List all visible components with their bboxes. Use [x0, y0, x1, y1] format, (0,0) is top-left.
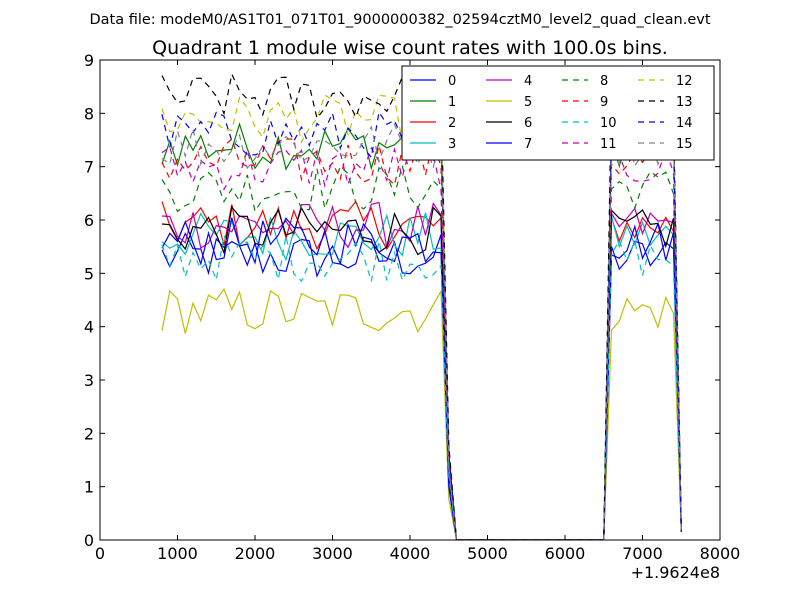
x-tick-label: 5000 — [467, 544, 508, 563]
legend-label-11: 11 — [600, 137, 617, 152]
legend-label-12: 12 — [676, 74, 693, 89]
legend-label-2: 2 — [448, 116, 456, 131]
y-tick-label: 3 — [84, 371, 94, 390]
x-tick-label: 7000 — [622, 544, 663, 563]
series-line-10 — [161, 232, 682, 540]
legend-label-15: 15 — [676, 137, 693, 152]
y-tick-label: 5 — [84, 264, 94, 283]
x-tick-label: 2000 — [235, 544, 276, 563]
plot-frame — [99, 59, 721, 541]
y-tick-label: 7 — [84, 158, 94, 177]
x-tick-label: 4000 — [390, 544, 431, 563]
legend-label-8: 8 — [600, 74, 608, 89]
legend-label-5: 5 — [524, 95, 532, 110]
legend-label-13: 13 — [676, 95, 693, 110]
series-line-1 — [161, 121, 682, 540]
series-line-8 — [161, 165, 682, 540]
legend-label-4: 4 — [524, 74, 532, 89]
series-line-3 — [161, 212, 682, 540]
x-tick-label: 3000 — [312, 544, 353, 563]
x-tick-label: 0 — [95, 544, 105, 563]
chart-title: Quadrant 1 module wise count rates with … — [152, 37, 668, 59]
legend-label-14: 14 — [676, 116, 693, 131]
series-line-15 — [161, 122, 682, 540]
y-tick-label: 9 — [84, 51, 94, 70]
legend-label-9: 9 — [600, 95, 608, 110]
x-tick-label: 6000 — [545, 544, 586, 563]
legend-label-1: 1 — [448, 95, 456, 110]
series-line-9 — [161, 138, 682, 540]
legend-box — [401, 65, 715, 161]
x-tick-label: 8000 — [700, 544, 741, 563]
series-line-4 — [161, 201, 682, 540]
x-tick-label: 1000 — [157, 544, 198, 563]
y-tick-label: 6 — [84, 211, 94, 230]
y-tick-label: 8 — [84, 104, 94, 123]
legend-label-6: 6 — [524, 116, 532, 131]
y-tick-label: 0 — [84, 531, 94, 550]
legend-label-10: 10 — [600, 116, 617, 131]
legend-label-3: 3 — [448, 137, 456, 152]
data-file-title: Data file: modeM0/AS1T01_071T01_90000003… — [89, 12, 710, 28]
series-line-7 — [161, 217, 682, 540]
y-tick-label: 1 — [84, 478, 94, 497]
axis-ticks: 0 1000 2000 3000 4000 5000 6000 7000 80000123456… — [84, 51, 741, 563]
legend-label-7: 7 — [524, 137, 532, 152]
y-tick-label: 2 — [84, 424, 94, 443]
y-tick-label: 4 — [84, 318, 94, 337]
legend-label-0: 0 — [448, 74, 456, 89]
series-line-5 — [161, 287, 682, 540]
x-offset-label: +1.9624e8 — [631, 563, 720, 582]
series-line-6 — [161, 205, 682, 540]
